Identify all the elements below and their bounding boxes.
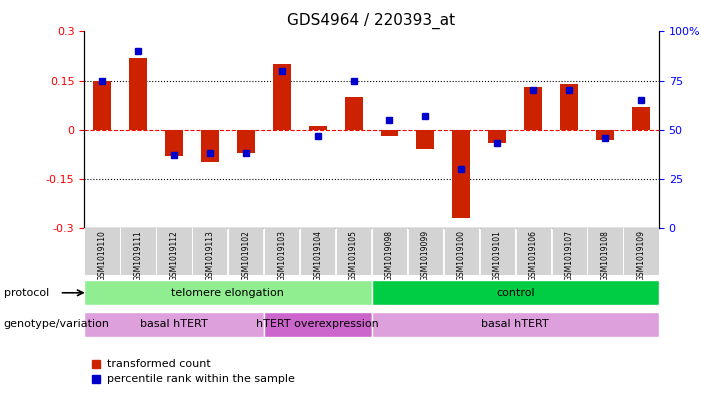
FancyBboxPatch shape — [192, 228, 227, 275]
Bar — [452, 130, 470, 218]
Text: GSM1019107: GSM1019107 — [564, 230, 573, 281]
Text: control: control — [496, 288, 535, 298]
Text: GSM1019098: GSM1019098 — [385, 230, 394, 281]
FancyBboxPatch shape — [229, 228, 264, 275]
FancyBboxPatch shape — [85, 228, 120, 275]
Bar — [416, 130, 435, 149]
Text: genotype/variation: genotype/variation — [4, 319, 109, 329]
FancyBboxPatch shape — [84, 281, 372, 305]
FancyBboxPatch shape — [408, 228, 443, 275]
Bar — [129, 58, 147, 130]
FancyBboxPatch shape — [84, 312, 264, 336]
Bar — [273, 64, 291, 130]
FancyBboxPatch shape — [156, 228, 191, 275]
Text: GSM1019104: GSM1019104 — [313, 230, 322, 281]
Text: GSM1019110: GSM1019110 — [97, 230, 107, 281]
FancyBboxPatch shape — [336, 228, 371, 275]
FancyBboxPatch shape — [479, 228, 515, 275]
Bar — [201, 130, 219, 162]
FancyBboxPatch shape — [623, 228, 658, 275]
Text: GSM1019101: GSM1019101 — [493, 230, 502, 281]
FancyBboxPatch shape — [121, 228, 156, 275]
Text: GSM1019105: GSM1019105 — [349, 230, 358, 281]
Bar — [560, 84, 578, 130]
Text: telomere elongation: telomere elongation — [171, 288, 285, 298]
FancyBboxPatch shape — [552, 228, 587, 275]
Bar — [596, 130, 614, 140]
Bar — [489, 130, 506, 143]
FancyBboxPatch shape — [516, 228, 551, 275]
FancyBboxPatch shape — [372, 281, 659, 305]
Text: GSM1019103: GSM1019103 — [277, 230, 286, 281]
Text: GSM1019100: GSM1019100 — [457, 230, 466, 281]
Bar — [237, 130, 254, 152]
Text: GSM1019109: GSM1019109 — [637, 230, 646, 281]
Text: percentile rank within the sample: percentile rank within the sample — [107, 374, 295, 384]
Bar — [524, 87, 542, 130]
Bar — [632, 107, 650, 130]
Text: basal hTERT: basal hTERT — [482, 319, 549, 329]
FancyBboxPatch shape — [587, 228, 622, 275]
Text: GSM1019099: GSM1019099 — [421, 230, 430, 281]
Text: hTERT overexpression: hTERT overexpression — [257, 319, 379, 329]
Bar — [165, 130, 183, 156]
FancyBboxPatch shape — [444, 228, 479, 275]
FancyBboxPatch shape — [264, 312, 372, 336]
Text: GSM1019112: GSM1019112 — [170, 230, 179, 281]
Text: basal hTERT: basal hTERT — [140, 319, 207, 329]
Bar — [345, 97, 362, 130]
Text: GSM1019108: GSM1019108 — [601, 230, 610, 281]
Bar — [381, 130, 398, 136]
Text: protocol: protocol — [4, 288, 49, 298]
Text: GSM1019113: GSM1019113 — [205, 230, 215, 281]
Bar — [308, 127, 327, 130]
Text: transformed count: transformed count — [107, 358, 211, 369]
Bar — [93, 81, 111, 130]
FancyBboxPatch shape — [372, 228, 407, 275]
Title: GDS4964 / 220393_at: GDS4964 / 220393_at — [287, 13, 456, 29]
Text: GSM1019111: GSM1019111 — [133, 230, 142, 281]
Text: GSM1019102: GSM1019102 — [241, 230, 250, 281]
Text: GSM1019106: GSM1019106 — [529, 230, 538, 281]
FancyBboxPatch shape — [264, 228, 299, 275]
FancyBboxPatch shape — [300, 228, 335, 275]
FancyBboxPatch shape — [372, 312, 659, 336]
